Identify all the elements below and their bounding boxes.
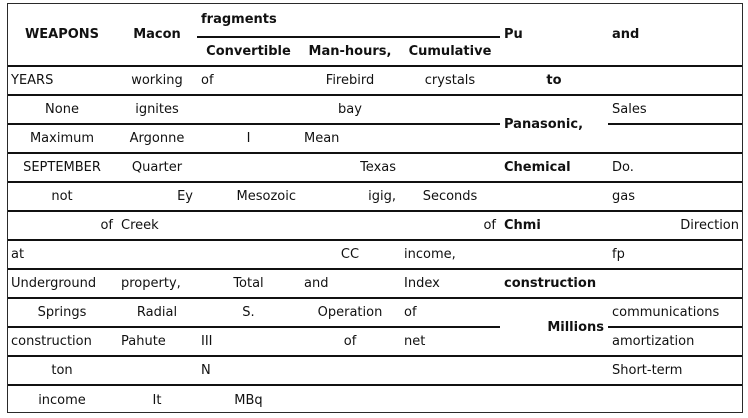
table-cell: communications bbox=[612, 305, 720, 320]
table-row: Springs Radial S. Operation of Millions … bbox=[7, 298, 743, 357]
table-cell: of bbox=[404, 305, 417, 320]
table-cell: bay bbox=[338, 102, 362, 117]
table-row: SEPTEMBER Quarter Texas Chemical Do. bbox=[7, 153, 743, 182]
table-cell: Springs bbox=[37, 305, 87, 320]
table-cell: and bbox=[304, 276, 329, 291]
table-cell: income bbox=[38, 392, 86, 408]
table-row: ton N Short-term bbox=[7, 356, 743, 385]
table-cell: Mean bbox=[304, 131, 340, 146]
table-cell: Underground bbox=[11, 276, 97, 291]
table-cell: CC bbox=[340, 247, 360, 262]
table-cell: gas bbox=[612, 189, 635, 204]
table-row: income It MBq bbox=[7, 385, 743, 414]
table-cell: not bbox=[51, 189, 73, 204]
table-cell: Maximum bbox=[29, 131, 95, 146]
table-cell: Millions bbox=[500, 298, 608, 357]
table-cell: Short-term bbox=[612, 363, 683, 378]
data-table: WEAPONS Macon fragments Pu and Convertib… bbox=[7, 3, 743, 414]
table-cell: III bbox=[201, 334, 213, 349]
table-cell: Ey bbox=[177, 189, 193, 204]
header-and: and bbox=[608, 3, 743, 67]
table-cell: It bbox=[152, 392, 162, 408]
table-cell: Firebird bbox=[325, 73, 375, 88]
header-cumulative: Cumulative bbox=[400, 36, 500, 67]
table-cell: at bbox=[11, 247, 25, 262]
table-cell: MBq bbox=[234, 392, 263, 408]
table-row: of Creek of Chmi Direction bbox=[7, 211, 743, 240]
table-row: construction Pahute III of net amortizat… bbox=[7, 327, 743, 356]
table-cell: Total bbox=[233, 276, 264, 291]
table-cell: of bbox=[201, 73, 214, 88]
table-row: None ignites bay Panasonic, Sales bbox=[7, 95, 743, 154]
table-cell: SEPTEMBER bbox=[23, 160, 101, 175]
table-cell: Pahute bbox=[121, 334, 166, 349]
table-row: at CC income, fp bbox=[7, 240, 743, 269]
table-row: not Ey Mesozoic igig, Seconds gas bbox=[7, 182, 743, 211]
table-cell: Operation bbox=[317, 305, 383, 320]
table-cell: Do. bbox=[612, 160, 634, 175]
header-manhours: Man-hours, bbox=[300, 36, 400, 67]
table-cell: Chmi bbox=[504, 218, 541, 233]
table-cell: of bbox=[343, 334, 357, 349]
table-cell: ton bbox=[51, 363, 73, 378]
header-fragments: fragments bbox=[201, 12, 277, 27]
table-cell: fp bbox=[612, 247, 625, 262]
table-row: Underground property, Total and Index co… bbox=[7, 269, 743, 298]
table-cell: construction bbox=[11, 334, 92, 349]
table-cell: property, bbox=[121, 276, 181, 291]
table-cell: Radial bbox=[136, 305, 178, 320]
table-cell: YEARS bbox=[11, 73, 54, 88]
table-frame bbox=[7, 3, 743, 413]
table-cell: Index bbox=[404, 276, 440, 291]
table-cell: construction bbox=[504, 276, 597, 291]
table-cell: Direction bbox=[680, 218, 739, 233]
table-cell: Chemical bbox=[504, 160, 571, 175]
table-cell: Creek bbox=[121, 218, 159, 233]
table-row: Maximum Argonne I Mean bbox=[7, 124, 743, 153]
table-cell: N bbox=[201, 363, 211, 378]
table-cell: Mesozoic bbox=[236, 189, 296, 204]
table-cell: net bbox=[404, 334, 426, 349]
table-cell: of bbox=[483, 218, 496, 233]
table-row: YEARS working of Firebird crystals to bbox=[7, 66, 743, 95]
table-cell: None bbox=[45, 102, 79, 117]
header-macon: Macon bbox=[117, 3, 197, 67]
header-convertible: Convertible bbox=[197, 36, 300, 67]
table-cell: income, bbox=[404, 247, 456, 262]
table-cell: S. bbox=[242, 305, 255, 320]
table-cell: I bbox=[246, 131, 251, 146]
table-cell: amortization bbox=[612, 334, 695, 349]
header-pu: Pu bbox=[500, 3, 608, 67]
table-cell: Seconds bbox=[422, 189, 478, 204]
table-cell: crystals bbox=[424, 73, 476, 88]
table-cell: Texas bbox=[360, 160, 396, 175]
table-cell: Quarter bbox=[131, 160, 183, 175]
table-cell: ignites bbox=[135, 102, 179, 117]
table-cell: Argonne bbox=[129, 131, 185, 146]
table-cell: working bbox=[131, 73, 183, 88]
table-cell: Sales bbox=[612, 102, 647, 117]
header-weapons: WEAPONS bbox=[7, 3, 117, 67]
table-cell: Panasonic, bbox=[500, 95, 608, 154]
table-cell: to bbox=[546, 73, 562, 88]
table-cell: of bbox=[100, 218, 113, 233]
table-cell: igig, bbox=[368, 189, 396, 204]
